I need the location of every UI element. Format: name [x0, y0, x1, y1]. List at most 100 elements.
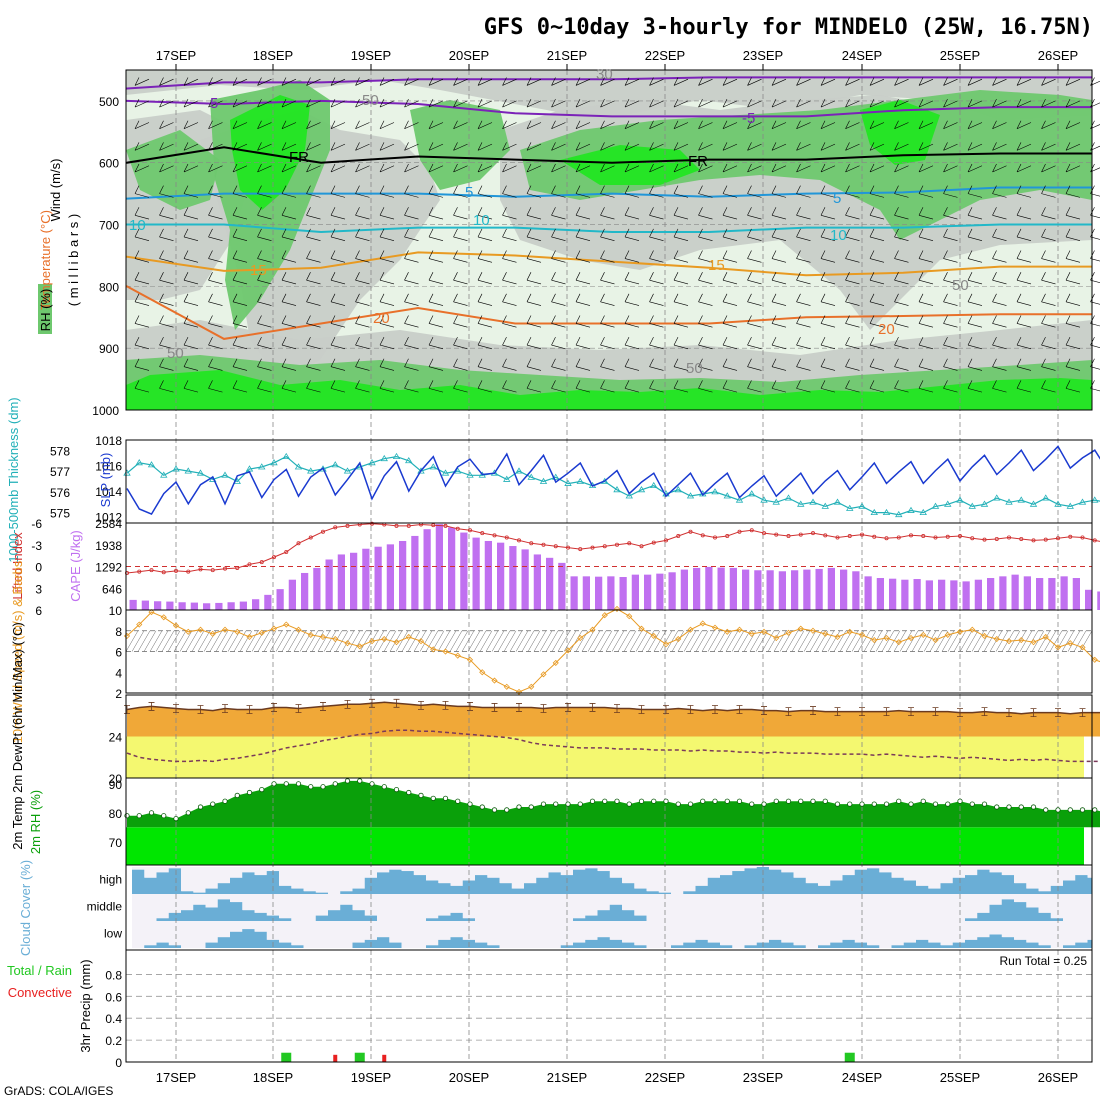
wind-barb	[404, 142, 419, 151]
cloud-clear-block	[842, 867, 856, 876]
cloud-clear-block	[793, 894, 807, 921]
cape-bar	[239, 601, 247, 610]
cape-bar	[362, 548, 370, 610]
cape-bar	[619, 577, 627, 610]
cape-bar	[546, 557, 554, 610]
slp-tick-label: 1014	[95, 485, 122, 499]
wind-hatch	[323, 630, 337, 652]
wind-hatch	[917, 630, 931, 652]
wind-barb	[967, 98, 983, 108]
pressure-tick-label: 1000	[92, 404, 119, 418]
cloud-clear-block	[671, 921, 684, 946]
wind-hatch	[203, 630, 217, 652]
cloud-clear-block	[977, 921, 991, 938]
cloud-block	[818, 945, 831, 948]
cloud-clear-block	[426, 867, 439, 881]
rh2m-marker	[724, 798, 730, 804]
wind-hatch	[797, 630, 811, 652]
wind-barb	[698, 163, 713, 173]
cloud-clear-block	[573, 894, 586, 919]
cloud-block	[977, 912, 991, 921]
li-marker	[994, 536, 999, 541]
rh2m-marker	[491, 807, 498, 813]
wind-barb	[845, 142, 860, 151]
cloud-clear-block	[536, 867, 550, 878]
wind-barb	[404, 228, 419, 241]
wind-tick-label: 8	[115, 625, 122, 639]
wind-hatch	[533, 630, 547, 652]
li-marker	[909, 533, 914, 538]
cape-bar	[913, 579, 921, 610]
thickness-marker	[968, 502, 976, 509]
cape-bar	[276, 589, 284, 610]
wind-barb	[820, 185, 836, 198]
wind-barb	[918, 77, 934, 86]
wind-hatch	[953, 630, 967, 652]
wind-barb	[1016, 207, 1032, 220]
wind-barb	[477, 185, 493, 198]
wind-barb	[575, 207, 591, 220]
cape-bar	[264, 594, 272, 610]
thickness-marker	[735, 496, 744, 503]
cloud-clear-block	[965, 894, 978, 919]
wind-barb	[673, 77, 689, 86]
wind-barb	[306, 250, 321, 263]
wind-barb	[918, 315, 934, 328]
cloud-block	[450, 937, 464, 948]
wind-barb	[649, 315, 664, 328]
cloud-clear-block	[756, 894, 770, 921]
wind-speed-marker	[613, 605, 621, 613]
cloud-block	[879, 872, 893, 894]
temp-errorbar	[932, 707, 939, 716]
wind-barb	[992, 358, 1007, 371]
li-tick-label: -6	[31, 517, 42, 531]
wind-hatch	[551, 630, 565, 652]
wind-barb	[134, 120, 150, 130]
wind-barb	[404, 98, 419, 108]
thickness-marker	[405, 456, 413, 464]
li-marker	[749, 528, 754, 533]
li-marker	[566, 545, 571, 550]
wind-barb	[722, 142, 738, 151]
li-marker	[296, 541, 301, 546]
wind-barb	[967, 77, 983, 86]
cloud-clear-block	[928, 921, 942, 943]
cloud-block	[205, 888, 219, 894]
wind-speed-marker	[283, 621, 290, 628]
cape-bar	[582, 576, 590, 610]
wind-hatch	[197, 630, 211, 652]
wind-barb	[159, 336, 174, 350]
li-marker	[664, 538, 669, 543]
wind-barb	[428, 272, 444, 285]
cloud-block	[254, 912, 268, 921]
wind-hatch	[191, 630, 205, 652]
wind-barb	[1065, 380, 1081, 393]
wind-barb	[967, 358, 983, 371]
wind-barb	[428, 336, 444, 350]
li-marker	[1056, 536, 1061, 541]
wind-barb	[747, 380, 762, 393]
wind-barb	[845, 315, 860, 328]
cape-bar	[680, 569, 688, 610]
cloud-clear-block	[891, 894, 905, 921]
wind-speed-marker	[711, 624, 719, 631]
wind-barb	[771, 142, 787, 151]
wind-barb	[796, 272, 811, 285]
date-label-bottom: 24SEP	[842, 1070, 882, 1085]
wind-barb	[502, 77, 517, 86]
wind-barb	[1065, 120, 1081, 130]
cloud-block	[916, 885, 929, 894]
wind-barb	[257, 250, 272, 263]
cape-bar	[252, 599, 260, 610]
wind-barb	[600, 120, 615, 130]
cloud-clear-block	[707, 894, 721, 921]
rh2m-marker	[1006, 804, 1012, 810]
wind-speed-marker	[479, 669, 486, 676]
wind-barb	[159, 163, 174, 173]
rh2m-marker	[577, 801, 583, 807]
cloud-block	[867, 868, 880, 894]
rh2m-marker	[896, 798, 902, 804]
cloud-block	[695, 939, 709, 948]
cape-tick-label: 1292	[95, 561, 122, 575]
wind-barb	[796, 315, 811, 328]
